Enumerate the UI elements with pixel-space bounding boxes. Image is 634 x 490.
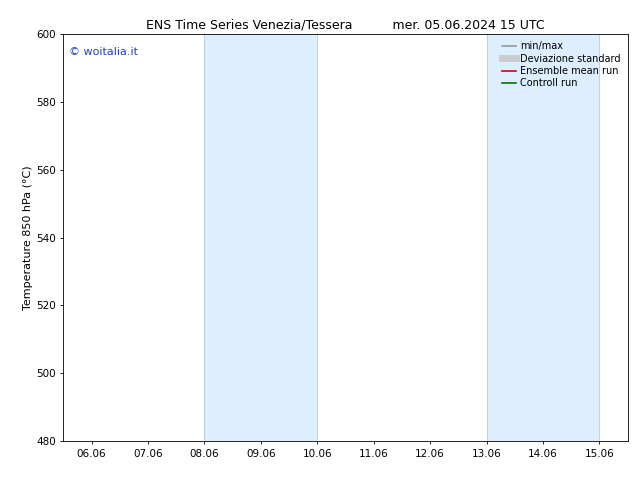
Title: ENS Time Series Venezia/Tessera          mer. 05.06.2024 15 UTC: ENS Time Series Venezia/Tessera mer. 05.… <box>146 19 545 32</box>
Y-axis label: Temperature 850 hPa (°C): Temperature 850 hPa (°C) <box>23 165 33 310</box>
Legend: min/max, Deviazione standard, Ensemble mean run, Controll run: min/max, Deviazione standard, Ensemble m… <box>500 39 623 90</box>
Bar <box>204 34 317 441</box>
Text: © woitalia.it: © woitalia.it <box>69 47 138 56</box>
Bar <box>487 34 600 441</box>
